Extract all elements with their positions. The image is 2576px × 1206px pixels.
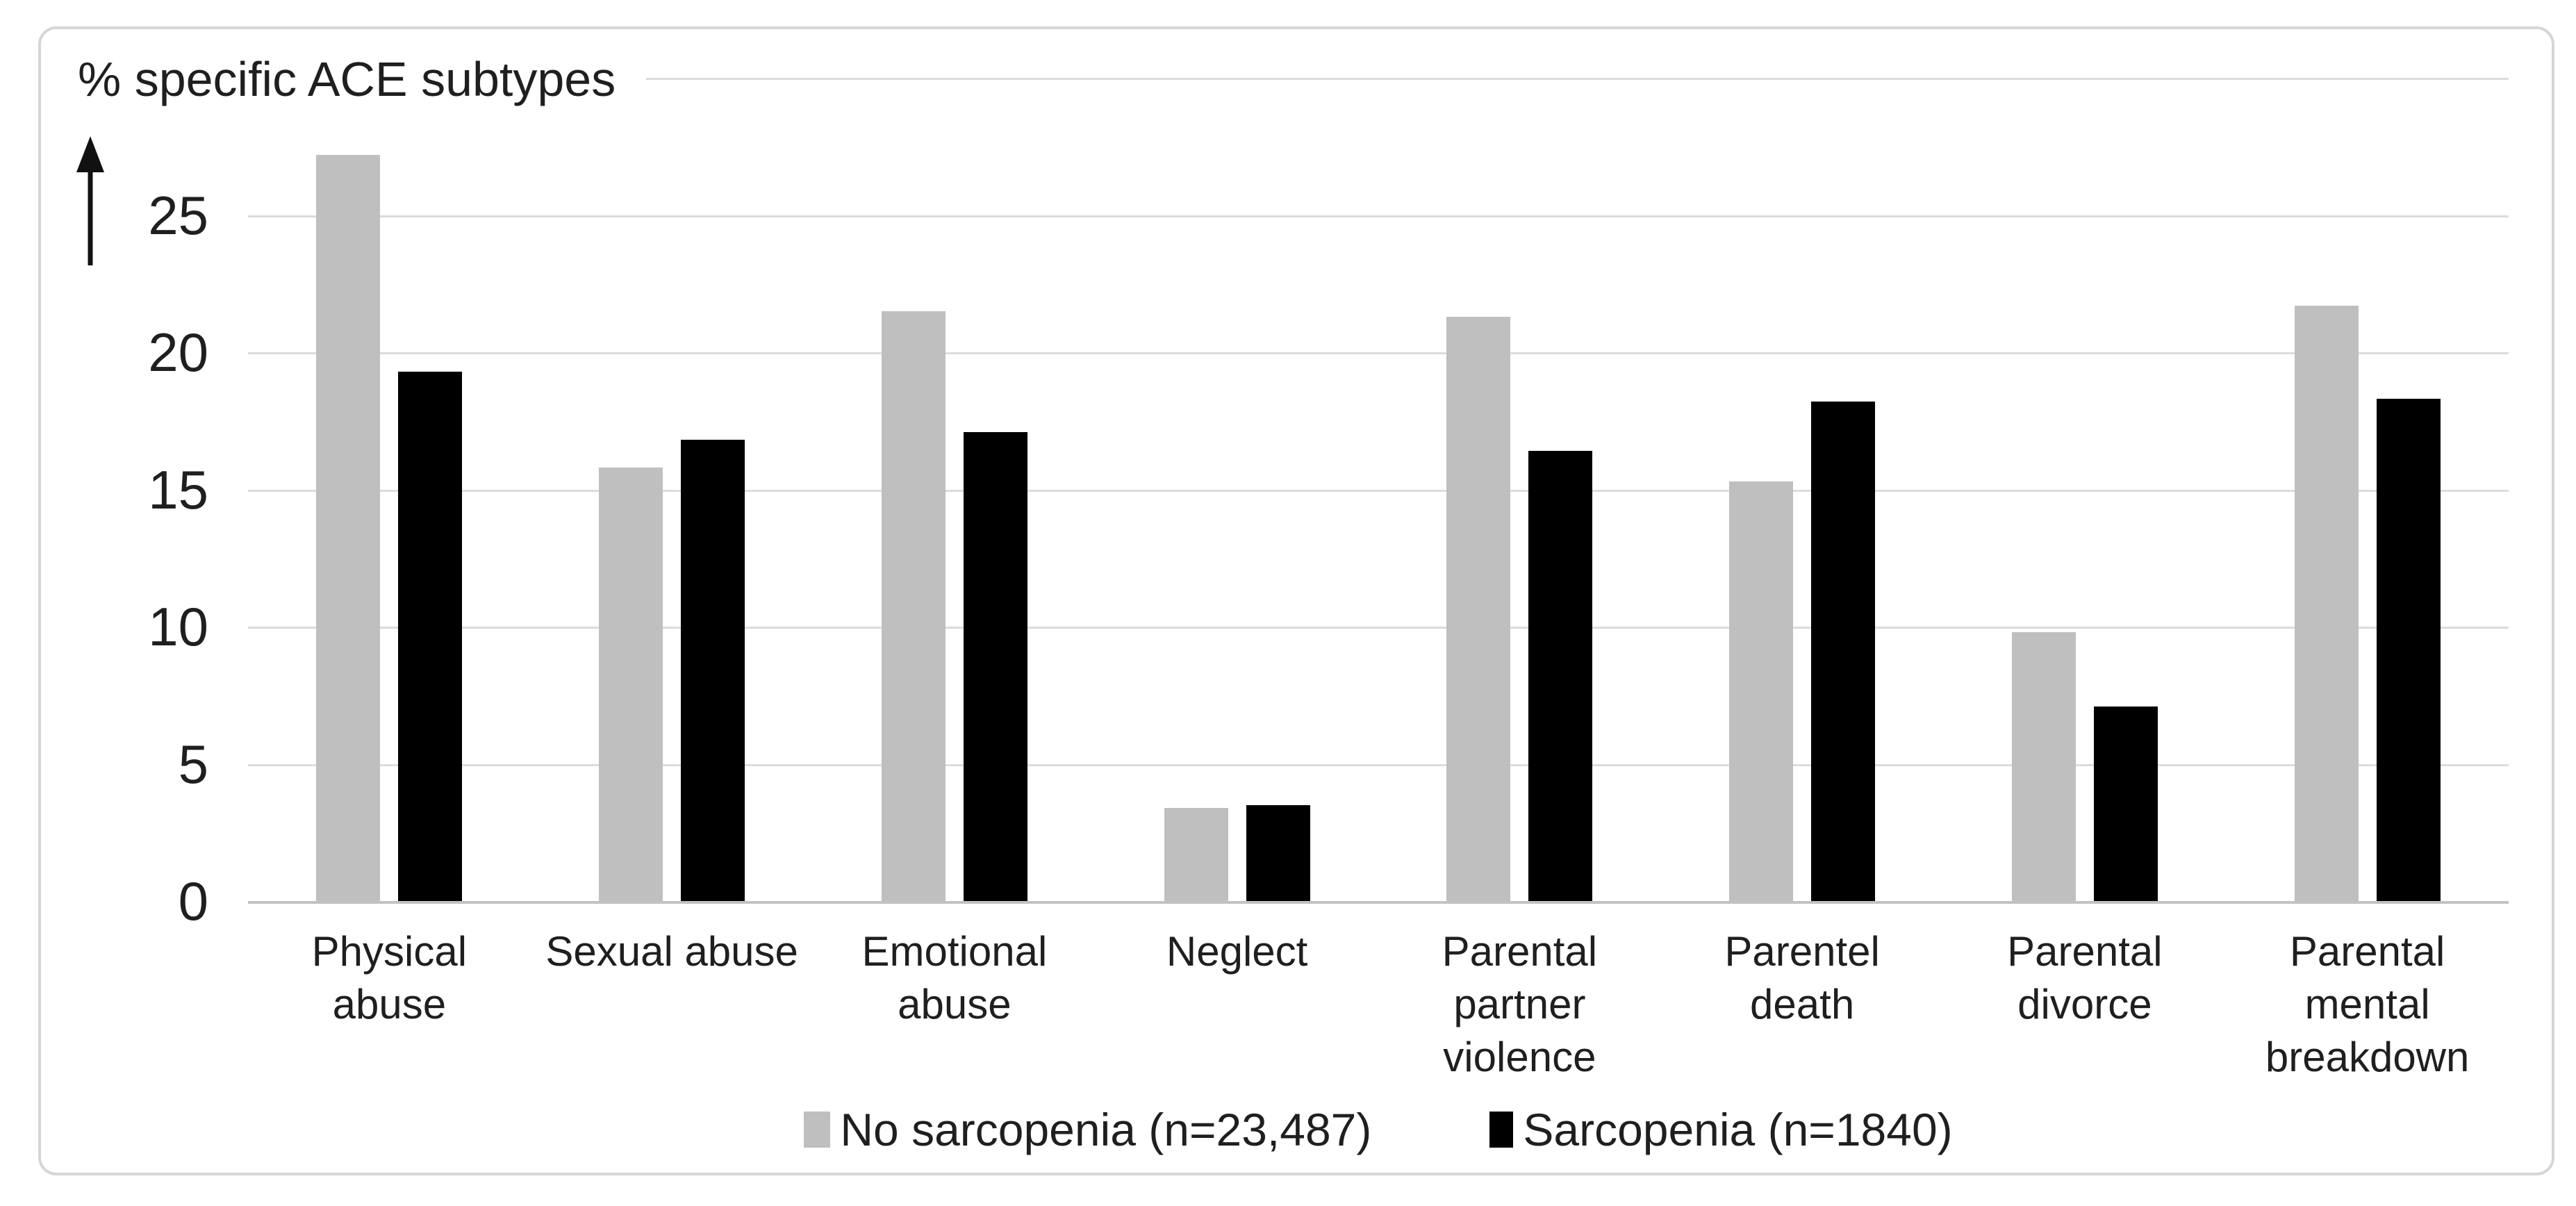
y-tick-label-0: 0 <box>178 870 208 932</box>
bar-no-sarcopenia-parental-partner-violence <box>1446 316 1511 901</box>
x-category-label-parental-mental-breakdown: Parental mental breakdown <box>2265 928 2470 1080</box>
bar-group-parentel-death <box>1661 78 1944 901</box>
gridline-20 <box>248 352 2509 354</box>
x-category-label-sexual-abuse: Sexual abuse <box>545 928 798 975</box>
legend-label-sarcopenia: Sarcopenia (n=1840) <box>1523 1104 1953 1155</box>
bar-group-parental-partner-violence <box>1378 78 1661 901</box>
plot-area <box>248 78 2509 904</box>
y-tick-label-25: 25 <box>148 184 208 246</box>
x-category-label-neglect: Neglect <box>1166 928 1308 975</box>
bar-sarcopenia-parentel-death <box>1811 402 1876 901</box>
bar-groups <box>248 78 2509 901</box>
legend-label-no-sarcopenia: No sarcopenia (n=23,487) <box>840 1104 1372 1155</box>
bar-group-physical-abuse <box>248 78 531 901</box>
legend-swatch-sarcopenia <box>1489 1112 1514 1148</box>
y-tick-label-15: 15 <box>148 459 208 520</box>
x-category-label-parental-divorce: Parental divorce <box>2007 928 2163 1027</box>
bar-no-sarcopenia-physical-abuse <box>316 154 381 901</box>
x-category-label-parental-partner-violence: Parental partner violence <box>1442 928 1598 1080</box>
bar-group-sexual-abuse <box>531 78 814 901</box>
legend-swatch-no-sarcopenia <box>804 1112 831 1148</box>
x-category-label-emotional-abuse: Emotional abuse <box>861 928 1048 1027</box>
bar-sarcopenia-physical-abuse <box>398 371 463 901</box>
x-category-label-parentel-death: Parentel death <box>1724 928 1880 1027</box>
bar-group-emotional-abuse <box>814 78 1096 901</box>
gridline-30 <box>248 78 2509 80</box>
x-axis-labels: Physical abuse Sexual abuse Emotional abus… <box>248 925 2509 1084</box>
legend-item-sarcopenia: Sarcopenia (n=1840) <box>1489 1102 1953 1157</box>
legend-item-no-sarcopenia: No sarcopenia (n=23,487) <box>804 1102 1371 1157</box>
bar-sarcopenia-parental-mental-breakdown <box>2376 399 2441 901</box>
x-category-label-physical-abuse: Physical abuse <box>311 928 468 1027</box>
gridline-10 <box>248 627 2509 629</box>
y-tick-label-20: 20 <box>148 322 208 383</box>
gridline-15 <box>248 489 2509 492</box>
bar-group-parental-mental-breakdown <box>2226 78 2509 901</box>
bar-group-parental-divorce <box>1944 78 2227 901</box>
legend: No sarcopenia (n=23,487) Sarcopenia (n=18… <box>248 1102 2509 1157</box>
bar-no-sarcopenia-emotional-abuse <box>881 311 946 901</box>
bar-sarcopenia-parental-divorce <box>2093 706 2158 901</box>
gridline-5 <box>248 763 2509 766</box>
bar-no-sarcopenia-neglect <box>1164 807 1228 901</box>
bar-group-neglect <box>1096 78 1378 901</box>
bar-sarcopenia-sexual-abuse <box>681 440 745 901</box>
bar-no-sarcopenia-parental-divorce <box>2011 631 2076 901</box>
bar-sarcopenia-emotional-abuse <box>963 431 1027 901</box>
bar-no-sarcopenia-sexual-abuse <box>599 467 663 901</box>
gridline-25 <box>248 215 2509 217</box>
bar-no-sarcopenia-parental-mental-breakdown <box>2294 305 2359 901</box>
bar-sarcopenia-neglect <box>1246 804 1310 901</box>
y-tick-label-5: 5 <box>178 733 208 795</box>
chart-title: % specific ACE subtypes <box>78 50 647 108</box>
bar-sarcopenia-parental-partner-violence <box>1528 451 1593 901</box>
y-tick-label-10: 10 <box>148 596 208 657</box>
bar-no-sarcopenia-parentel-death <box>1729 481 1794 901</box>
up-arrow-icon <box>76 136 104 265</box>
